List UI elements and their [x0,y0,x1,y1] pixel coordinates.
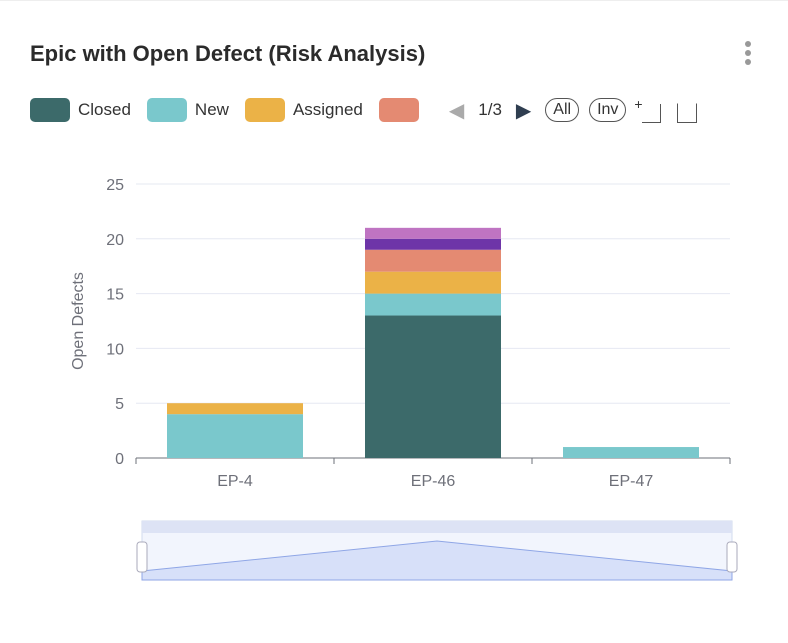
x-tick-label: EP-4 [217,473,253,490]
y-tick-label: 10 [106,341,124,358]
datazoom-left-handle[interactable] [136,541,148,573]
bar-segment[interactable] [365,271,501,294]
bar-segment[interactable] [167,403,303,415]
next-page-icon[interactable]: ▶ [515,99,532,122]
bar-segment[interactable] [365,293,501,316]
y-axis-label: Open Defects [70,272,87,370]
bar-segment[interactable] [563,447,699,458]
legend-item-assigned[interactable]: Assigned [244,98,363,122]
y-tick-label: 15 [106,287,124,304]
y-tick-label: 5 [115,396,124,413]
zoom-reset-icon[interactable] [677,103,698,123]
x-tick-label: EP-46 [411,473,456,490]
legend-label: Closed [78,100,131,119]
chart-title: Epic with Open Defect (Risk Analysis) [30,41,426,66]
bar-segment[interactable] [365,315,501,458]
datazoom-handle-bar [142,521,732,533]
select-all-button[interactable]: All [545,98,580,122]
datazoom-preview [141,540,733,581]
legend-label: Assigned [292,100,363,119]
inverse-button[interactable]: Inv [589,98,627,122]
x-tick-label: EP-47 [609,473,654,490]
prev-page-icon[interactable]: ◀ [448,99,465,122]
legend-item-closed[interactable]: Closed [30,98,131,122]
legend: Closed New Assigned ◀ 1/3 ▶ All Inv + [30,96,698,123]
bar-segment[interactable] [167,414,303,458]
bar-segment[interactable] [365,238,501,250]
y-tick-label: 0 [115,451,124,468]
legend-item-new[interactable]: New [146,98,229,122]
y-tick-label: 25 [106,177,124,194]
datazoom-right-handle[interactable] [726,541,738,573]
legend-page: 1/3 [478,100,502,119]
more-options-icon[interactable] [742,41,754,69]
bar-segment[interactable] [365,227,501,239]
legend-item-4[interactable] [378,98,427,122]
zoom-select-icon[interactable]: + [634,96,662,123]
legend-label: New [194,100,229,119]
bar-segment[interactable] [365,249,501,272]
y-tick-label: 20 [106,232,124,249]
